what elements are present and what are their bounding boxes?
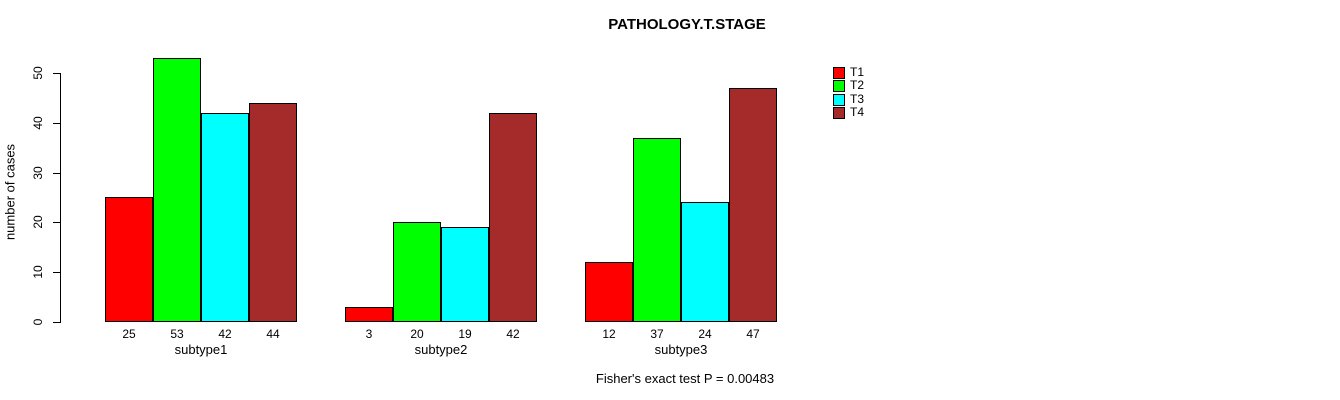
legend-item-t2: T2 (833, 79, 864, 92)
bar-value-label: 42 (506, 327, 520, 341)
y-tick-mark (53, 322, 60, 323)
bar-t2-subtype1 (153, 58, 201, 322)
legend-label: T2 (850, 78, 865, 92)
bar-t2-subtype3 (633, 138, 681, 322)
y-tick-label: 40 (31, 116, 45, 130)
bar-t2-subtype2 (393, 222, 441, 322)
category-label-subtype2: subtype2 (414, 342, 468, 357)
legend-swatch-t1 (833, 66, 845, 79)
bar-t4-subtype1 (249, 103, 297, 322)
bar-t3-subtype2 (441, 227, 489, 322)
bar-t1-subtype2 (345, 307, 393, 322)
y-tick-mark (53, 73, 60, 74)
y-tick-mark (53, 173, 60, 174)
bar-value-label: 53 (170, 327, 184, 341)
bar-value-label: 44 (266, 327, 280, 341)
y-tick-label: 50 (31, 66, 45, 80)
bar-t4-subtype3 (729, 88, 777, 322)
y-tick-label: 20 (31, 215, 45, 229)
bar-t3-subtype3 (681, 202, 729, 322)
bar-t1-subtype3 (585, 262, 633, 322)
category-label-subtype3: subtype3 (654, 342, 708, 357)
y-tick-label: 30 (31, 166, 45, 180)
y-tick-mark (53, 123, 60, 124)
legend-swatch-t2 (833, 79, 845, 92)
legend-item-t1: T1 (833, 66, 864, 79)
annotation-text: Fisher's exact test P = 0.00483 (595, 371, 775, 386)
bar-value-label: 37 (650, 327, 664, 341)
legend-label: T4 (850, 105, 865, 119)
y-tick-mark (53, 272, 60, 273)
bar-value-label: 3 (365, 327, 373, 341)
y-tick-label: 0 (31, 318, 45, 326)
legend-label: T1 (850, 65, 865, 79)
bar-t4-subtype2 (489, 113, 537, 322)
bar-value-label: 42 (218, 327, 232, 341)
chart-title: PATHOLOGY.T.STAGE (608, 16, 766, 33)
legend-swatch-t4 (833, 106, 845, 119)
y-tick-label: 10 (31, 265, 45, 279)
bar-value-label: 19 (458, 327, 472, 341)
y-tick-mark (53, 222, 60, 223)
bar-value-label: 47 (746, 327, 760, 341)
legend-item-t4: T4 (833, 106, 864, 119)
bar-value-label: 20 (410, 327, 424, 341)
bar-t1-subtype1 (105, 197, 153, 322)
bar-value-label: 25 (122, 327, 136, 341)
legend-swatch-t3 (833, 93, 845, 106)
y-axis-label: number of cases (2, 143, 18, 241)
bar-t3-subtype1 (201, 113, 249, 322)
bar-value-label: 24 (698, 327, 712, 341)
legend-label: T3 (850, 92, 865, 106)
bar-value-label: 12 (602, 327, 616, 341)
legend-item-t3: T3 (833, 93, 864, 106)
category-label-subtype1: subtype1 (174, 342, 228, 357)
y-axis-line (60, 73, 61, 323)
